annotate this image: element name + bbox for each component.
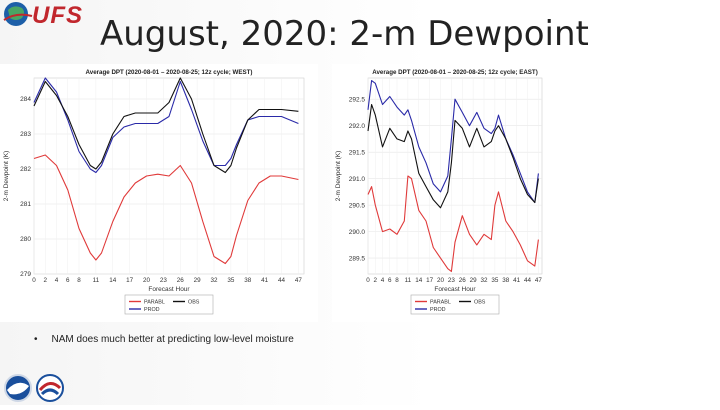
- x-tick-label: 26: [177, 277, 185, 284]
- x-tick-label: 35: [491, 277, 499, 284]
- x-tick-label: 4: [381, 277, 385, 284]
- chart-title: Average DPT (2020-08-01 – 2020-08-25; 12…: [372, 69, 538, 76]
- x-tick-label: 8: [77, 277, 81, 284]
- x-tick-label: 23: [160, 277, 168, 284]
- x-tick-label: 8: [395, 277, 399, 284]
- y-tick-label: 289.5: [349, 255, 366, 262]
- y-tick-label: 283: [20, 131, 31, 138]
- x-tick-label: 14: [415, 277, 423, 284]
- x-tick-label: 20: [143, 277, 151, 284]
- x-tick-label: 29: [194, 277, 202, 284]
- bullet-marker: •: [34, 334, 38, 345]
- x-tick-label: 41: [513, 277, 521, 284]
- x-tick-label: 41: [261, 277, 269, 284]
- x-tick-label: 0: [366, 277, 370, 284]
- ufs-globe-icon: [3, 2, 33, 26]
- x-tick-label: 17: [426, 277, 434, 284]
- legend-label-prod: PROD: [430, 307, 446, 313]
- x-tick-label: 6: [66, 277, 70, 284]
- legend-label-obs: OBS: [474, 300, 486, 306]
- x-tick-label: 0: [32, 277, 36, 284]
- y-axis-label: 2-m Dewpoint (K): [335, 151, 342, 202]
- footer-logos: [0, 372, 80, 405]
- legend-label-parabl: PARABL: [144, 300, 165, 306]
- x-tick-label: 11: [93, 277, 100, 284]
- x-tick-label: 14: [109, 277, 117, 284]
- y-tick-label: 291.5: [349, 149, 366, 156]
- legend-box: [410, 294, 500, 315]
- y-tick-label: 281: [20, 201, 31, 208]
- y-tick-label: 280: [20, 236, 31, 243]
- series-line-parabl: [367, 175, 539, 272]
- x-tick-label: 2: [373, 277, 377, 284]
- y-tick-label: 290.5: [349, 202, 366, 209]
- y-tick-label: 282: [20, 166, 31, 173]
- y-tick-label: 284: [20, 96, 31, 103]
- series-line-obs: [367, 103, 539, 209]
- x-tick-label: 32: [210, 277, 218, 284]
- y-axis-label: 2-m Dewpoint (K): [3, 151, 10, 202]
- x-tick-label: 17: [126, 277, 134, 284]
- y-tick-label: 292.5: [349, 96, 366, 103]
- nws-logo-icon: [36, 374, 64, 402]
- slide-title: August, 2020: 2-m Dewpoint: [100, 14, 589, 54]
- legend-label-prod: PROD: [144, 307, 160, 313]
- ufs-logo: UFS: [2, 0, 94, 40]
- x-tick-label: 6: [388, 277, 392, 284]
- x-tick-label: 44: [524, 277, 532, 284]
- x-tick-label: 11: [405, 277, 412, 284]
- legend-box: [124, 294, 214, 315]
- bullet-point: • NAM does much better at predicting low-…: [34, 334, 294, 345]
- x-tick-label: 26: [459, 277, 467, 284]
- x-tick-label: 29: [470, 277, 478, 284]
- chart-east: Average DPT (2020-08-01 – 2020-08-25; 12…: [332, 64, 554, 322]
- x-tick-label: 20: [437, 277, 445, 284]
- x-tick-label: 32: [480, 277, 488, 284]
- series-line-obs: [33, 77, 299, 174]
- x-tick-label: 35: [227, 277, 235, 284]
- y-tick-label: 292.0: [349, 123, 366, 130]
- x-tick-label: 4: [55, 277, 59, 284]
- legend-label-obs: OBS: [188, 300, 200, 306]
- series-line-parabl: [33, 154, 299, 265]
- chart-west-svg: Average DPT (2020-08-01 – 2020-08-25; 12…: [3, 69, 305, 315]
- x-tick-label: 47: [535, 277, 543, 284]
- y-tick-label: 291.0: [349, 176, 366, 183]
- bullet-text: NAM does much better at predicting low-l…: [51, 334, 294, 345]
- x-tick-label: 23: [448, 277, 456, 284]
- y-tick-label: 279: [20, 271, 31, 278]
- x-axis-label: Forecast Hour: [148, 286, 190, 293]
- x-tick-label: 44: [278, 277, 286, 284]
- chart-east-svg: Average DPT (2020-08-01 – 2020-08-25; 12…: [335, 69, 543, 315]
- x-axis-label: Forecast Hour: [434, 286, 476, 293]
- noaa-logo-icon: [4, 374, 32, 402]
- x-tick-label: 47: [295, 277, 303, 284]
- x-tick-label: 38: [502, 277, 510, 284]
- legend-label-parabl: PARABL: [430, 300, 451, 306]
- y-tick-label: 290.0: [349, 229, 366, 236]
- chart-west: Average DPT (2020-08-01 – 2020-08-25; 12…: [0, 64, 318, 322]
- ufs-logo-text: UFS: [32, 2, 83, 29]
- chart-title: Average DPT (2020-08-01 – 2020-08-25; 12…: [86, 69, 253, 76]
- x-tick-label: 38: [244, 277, 252, 284]
- x-tick-label: 2: [43, 277, 47, 284]
